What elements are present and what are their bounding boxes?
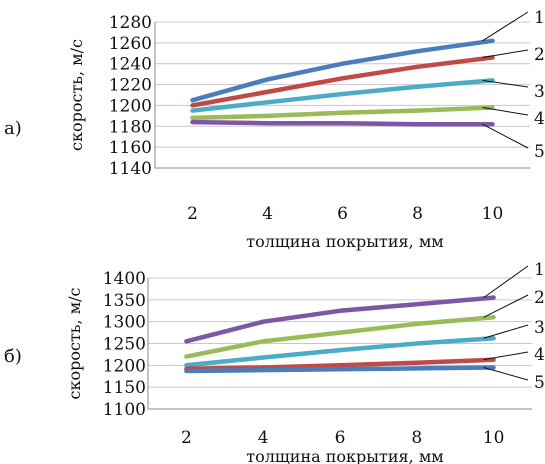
panel-label: а) bbox=[4, 118, 22, 139]
series-leader-line bbox=[482, 107, 529, 116]
series-line-5 bbox=[190, 119, 495, 127]
y-tick-label: 1280 bbox=[109, 13, 152, 33]
series-line-2 bbox=[184, 315, 496, 359]
y-tick-label: 1150 bbox=[103, 378, 146, 398]
y-tick-label: 1220 bbox=[109, 76, 152, 96]
y-tick-label: 1260 bbox=[109, 34, 152, 54]
x-tick-label: 8 bbox=[412, 204, 423, 224]
y-tick-label: 1100 bbox=[103, 400, 146, 420]
series-line-5 bbox=[184, 365, 496, 374]
series-number-label: 3 bbox=[534, 82, 545, 102]
y-tick-label: 1250 bbox=[103, 335, 146, 355]
x-tick-label: 4 bbox=[258, 428, 269, 448]
x-tick-label: 10 bbox=[483, 428, 505, 448]
y-tick-label: 1160 bbox=[109, 138, 152, 158]
x-tick-label: 2 bbox=[181, 428, 192, 448]
series-line-1 bbox=[184, 295, 496, 344]
series-number-label: 4 bbox=[534, 109, 545, 129]
x-tick-label: 8 bbox=[411, 428, 422, 448]
y-tick-label: 1180 bbox=[109, 117, 152, 137]
x-tick-label: 6 bbox=[337, 204, 348, 224]
series-leader-line bbox=[483, 265, 529, 299]
x-tick-label: 10 bbox=[482, 204, 504, 224]
series-leader-line bbox=[482, 11, 529, 42]
y-tick-label: 1140 bbox=[109, 159, 152, 179]
series-leader-line bbox=[482, 79, 529, 88]
x-tick-label: 2 bbox=[187, 204, 198, 224]
x-tick-label: 6 bbox=[335, 428, 346, 448]
series-line-3 bbox=[184, 336, 496, 368]
series-line-2 bbox=[190, 55, 495, 108]
series-number-label: 4 bbox=[534, 345, 545, 365]
series-number-label: 2 bbox=[534, 45, 545, 65]
series-line-1 bbox=[190, 38, 495, 103]
y-tick-label: 1200 bbox=[103, 356, 146, 376]
series-number-label: 1 bbox=[534, 260, 545, 280]
x-tick-label: 4 bbox=[262, 204, 273, 224]
y-tick-label: 1200 bbox=[109, 96, 152, 116]
series-line-4 bbox=[190, 105, 495, 121]
y-axis-title: скорость, м/с bbox=[67, 39, 86, 151]
x-axis-title: толщина покрытия, мм bbox=[246, 232, 443, 251]
series-number-label: 5 bbox=[534, 373, 545, 393]
y-axis-title: скорость, м/с bbox=[65, 287, 84, 399]
series-number-label: 5 bbox=[534, 142, 545, 162]
series-line-4 bbox=[184, 357, 496, 372]
series-number-label: 2 bbox=[534, 288, 545, 308]
y-tick-label: 1400 bbox=[103, 269, 146, 289]
series-leader-line bbox=[482, 123, 529, 149]
series-number-label: 1 bbox=[534, 8, 545, 28]
series-leader-line bbox=[483, 367, 529, 381]
y-tick-label: 1240 bbox=[109, 55, 152, 75]
series-leader-line bbox=[483, 351, 529, 361]
series-leader-line bbox=[483, 324, 529, 339]
y-tick-label: 1350 bbox=[103, 291, 146, 311]
series-leader-line bbox=[483, 294, 529, 318]
series-number-label: 3 bbox=[534, 318, 545, 338]
x-axis-title: толщина покрытия, мм bbox=[246, 447, 443, 464]
y-tick-label: 1300 bbox=[103, 313, 146, 333]
series-leader-line bbox=[482, 49, 529, 58]
panel-label: б) bbox=[4, 346, 22, 367]
series-line-3 bbox=[190, 78, 495, 113]
